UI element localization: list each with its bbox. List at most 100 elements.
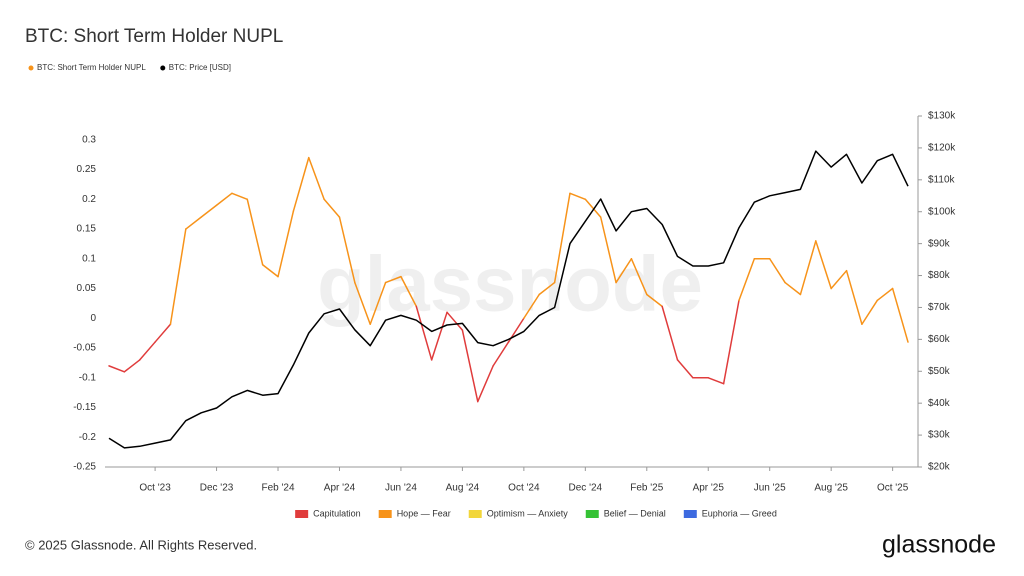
y-tick-label: -0.1: [79, 372, 97, 383]
x-tick-label: Jun '25: [754, 483, 786, 494]
nupl-segment: [569, 192, 587, 201]
y2-tick-label: $20k: [928, 462, 951, 473]
nupl-segment: [246, 198, 264, 266]
nupl-segment: [461, 329, 479, 403]
nupl-segment: [830, 269, 848, 290]
zone-legend-label: Optimism — Anxiety: [487, 508, 569, 518]
y2-tick-label: $60k: [928, 334, 951, 345]
nupl-segment: [446, 311, 464, 331]
nupl-segment: [523, 293, 540, 320]
nupl-segment: [430, 311, 448, 361]
legend-label: BTC: Price [USD]: [169, 63, 231, 72]
y-tick-label: -0.05: [73, 343, 96, 354]
nupl-segment: [323, 198, 341, 218]
nupl-segment: [185, 216, 202, 230]
nupl-segment: [661, 305, 679, 361]
logo: glassnode: [882, 531, 996, 559]
zone-legend-label: Belief — Denial: [604, 508, 666, 518]
nupl-segment: [553, 192, 571, 284]
x-tick-label: Dec '24: [569, 483, 603, 494]
nupl-segment: [584, 198, 602, 218]
nupl-segment: [231, 192, 249, 201]
y-tick-label: 0.25: [77, 164, 97, 175]
nupl-segment: [768, 258, 786, 284]
zone-legend-label: Capitulation: [313, 508, 361, 518]
nupl-segment: [707, 377, 725, 385]
nupl-segment: [123, 359, 141, 373]
nupl-segment: [738, 258, 756, 302]
nupl-segment: [400, 275, 418, 308]
y-tick-label: 0.1: [82, 253, 96, 264]
y2-tick-label: $50k: [928, 366, 951, 377]
zone-legend-swatch: [683, 510, 697, 518]
nupl-segment: [277, 210, 295, 278]
x-tick-label: Oct '25: [877, 483, 909, 494]
nupl-segment: [261, 263, 279, 278]
y2-tick-label: $90k: [928, 238, 951, 249]
y2-tick-label: $100k: [928, 206, 956, 217]
nupl-segment: [108, 365, 126, 373]
nupl-segment: [154, 323, 172, 343]
y2-tick-label: $120k: [928, 143, 956, 154]
x-tick-label: Dec '23: [200, 483, 234, 494]
nupl-segment: [615, 258, 633, 284]
y2-tick-label: $80k: [928, 270, 951, 281]
watermark: glassnode: [317, 240, 703, 328]
nupl-segment: [861, 299, 879, 325]
nupl-segment: [538, 281, 556, 296]
nupl-segment: [384, 275, 402, 284]
nupl-segment: [308, 156, 325, 201]
nupl-segment: [200, 204, 218, 218]
x-tick-label: Apr '24: [324, 483, 356, 494]
nupl-segment: [369, 281, 387, 325]
legend-marker: [160, 65, 166, 71]
y-tick-label: 0.2: [82, 194, 96, 205]
nupl-segment: [354, 281, 371, 325]
y-tick-label: -0.25: [73, 462, 96, 473]
zone-legend-swatch: [468, 510, 482, 518]
y-tick-label: -0.15: [73, 402, 96, 413]
x-tick-label: Jun '24: [385, 483, 417, 494]
chart-title: BTC: Short Term Holder NUPL: [25, 26, 283, 47]
price-line: [108, 150, 909, 449]
nupl-segment: [799, 240, 817, 296]
nupl-segment: [492, 341, 510, 367]
nupl-segment: [784, 281, 802, 296]
zone-legend-label: Euphoria — Greed: [702, 508, 777, 518]
nupl-segment: [845, 269, 863, 325]
x-tick-label: Aug '25: [814, 483, 848, 494]
nupl-segment: [599, 216, 617, 284]
y-tick-label: 0.15: [77, 224, 97, 235]
y2-tick-label: $40k: [928, 398, 951, 409]
y2-tick-label: $30k: [928, 430, 951, 441]
y-tick-label: -0.2: [79, 432, 97, 443]
y2-tick-label: $130k: [928, 111, 956, 122]
zone-legend-swatch: [585, 510, 599, 518]
nupl-segment: [646, 293, 663, 308]
x-tick-label: Oct '23: [139, 483, 171, 494]
x-tick-label: Oct '24: [508, 483, 540, 494]
x-tick-label: Feb '24: [261, 483, 294, 494]
nupl-segment: [338, 216, 356, 284]
nupl-segment: [138, 341, 156, 361]
y-tick-label: 0: [90, 313, 96, 324]
legend-marker: [28, 65, 34, 71]
nupl-segment: [169, 228, 187, 325]
nupl-segment: [815, 240, 832, 290]
nupl-segment: [477, 365, 494, 403]
x-tick-label: Aug '24: [446, 483, 480, 494]
zone-legend-label: Hope — Fear: [397, 508, 451, 518]
y-tick-label: 0.3: [82, 134, 96, 145]
copyright: © 2025 Glassnode. All Rights Reserved.: [25, 537, 257, 552]
zone-legend-swatch: [295, 510, 309, 518]
y-tick-label: 0.05: [77, 283, 97, 294]
x-tick-label: Feb '25: [630, 483, 663, 494]
nupl-segment: [891, 287, 909, 343]
legend-label: BTC: Short Term Holder NUPL: [37, 63, 146, 72]
nupl-segment: [722, 299, 740, 385]
nupl-segment: [630, 258, 648, 296]
nupl-segment: [215, 192, 233, 206]
y2-tick-label: $70k: [928, 302, 951, 313]
